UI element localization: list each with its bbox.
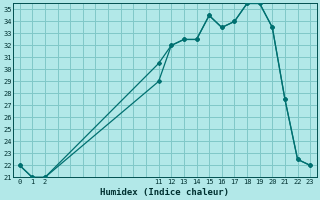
X-axis label: Humidex (Indice chaleur): Humidex (Indice chaleur) [100,188,229,197]
